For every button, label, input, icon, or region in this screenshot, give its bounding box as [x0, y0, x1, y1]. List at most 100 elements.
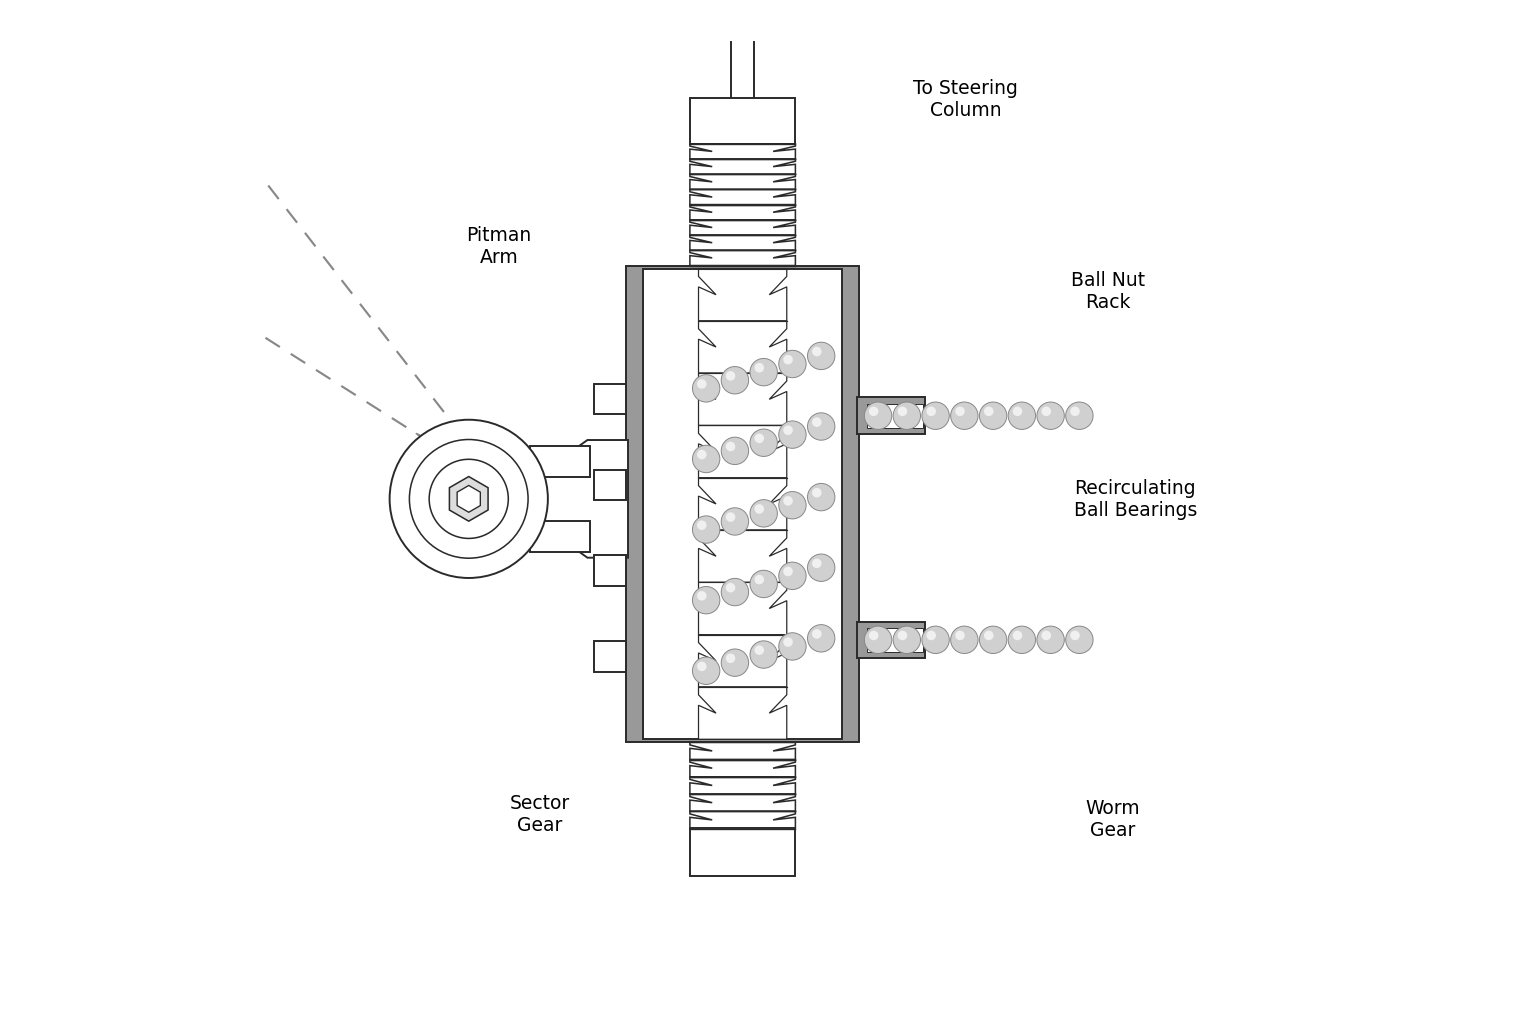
Bar: [690, 827, 796, 876]
Circle shape: [725, 513, 736, 523]
Circle shape: [897, 408, 908, 417]
Circle shape: [813, 559, 822, 569]
Circle shape: [754, 575, 763, 585]
Circle shape: [783, 638, 793, 647]
Circle shape: [722, 649, 748, 677]
Circle shape: [808, 554, 836, 582]
Polygon shape: [690, 811, 796, 828]
Circle shape: [697, 521, 707, 531]
Circle shape: [693, 446, 720, 473]
Circle shape: [1066, 627, 1094, 654]
Circle shape: [897, 631, 908, 641]
Circle shape: [722, 579, 748, 606]
Polygon shape: [699, 531, 786, 583]
Circle shape: [808, 484, 836, 512]
Bar: [593, 470, 627, 500]
Polygon shape: [699, 374, 786, 426]
Polygon shape: [699, 583, 786, 635]
Circle shape: [1008, 403, 1035, 430]
Polygon shape: [690, 760, 796, 777]
Circle shape: [750, 571, 777, 598]
Circle shape: [922, 627, 949, 654]
Circle shape: [808, 625, 836, 652]
Polygon shape: [458, 486, 481, 513]
Bar: [857, 622, 925, 658]
Polygon shape: [533, 440, 628, 558]
Circle shape: [750, 500, 777, 528]
Circle shape: [693, 375, 720, 403]
Circle shape: [1071, 408, 1080, 417]
Circle shape: [955, 408, 965, 417]
Circle shape: [892, 403, 920, 430]
Polygon shape: [699, 478, 786, 531]
Polygon shape: [690, 145, 796, 160]
Circle shape: [980, 403, 1006, 430]
Circle shape: [722, 508, 748, 536]
Circle shape: [722, 367, 748, 394]
Polygon shape: [690, 160, 796, 175]
Circle shape: [808, 414, 836, 441]
Bar: [644, 269, 842, 740]
Polygon shape: [690, 206, 796, 221]
Text: Recirculating
Ball Bearings: Recirculating Ball Bearings: [1074, 479, 1197, 520]
Circle shape: [779, 562, 806, 590]
Circle shape: [750, 430, 777, 457]
Circle shape: [813, 347, 822, 357]
Circle shape: [892, 627, 920, 654]
Circle shape: [808, 342, 836, 370]
Circle shape: [985, 631, 994, 641]
Circle shape: [750, 641, 777, 668]
Circle shape: [754, 434, 763, 443]
Circle shape: [1066, 403, 1094, 430]
Circle shape: [922, 403, 949, 430]
Circle shape: [985, 408, 994, 417]
Polygon shape: [450, 477, 488, 522]
Circle shape: [865, 403, 892, 430]
Circle shape: [813, 488, 822, 498]
Circle shape: [783, 568, 793, 577]
Circle shape: [926, 631, 935, 641]
Bar: [593, 642, 627, 673]
Circle shape: [722, 438, 748, 465]
Circle shape: [783, 496, 793, 506]
Circle shape: [1071, 631, 1080, 641]
Polygon shape: [699, 269, 786, 322]
Polygon shape: [690, 777, 796, 794]
Circle shape: [725, 654, 736, 663]
Circle shape: [697, 380, 707, 389]
Circle shape: [754, 504, 763, 515]
Bar: [530, 522, 590, 552]
Circle shape: [429, 460, 508, 539]
Circle shape: [697, 450, 707, 460]
Circle shape: [951, 403, 978, 430]
Polygon shape: [690, 221, 796, 235]
Circle shape: [1012, 631, 1023, 641]
Polygon shape: [690, 794, 796, 811]
Circle shape: [869, 408, 879, 417]
Circle shape: [869, 631, 879, 641]
Circle shape: [779, 492, 806, 520]
Circle shape: [779, 633, 806, 660]
Circle shape: [697, 591, 707, 601]
Circle shape: [783, 356, 793, 365]
Circle shape: [693, 587, 720, 614]
Bar: [857, 398, 925, 434]
Text: Pitman
Arm: Pitman Arm: [467, 225, 531, 267]
Text: Sector
Gear: Sector Gear: [510, 793, 570, 834]
Circle shape: [754, 364, 763, 373]
Circle shape: [779, 351, 806, 378]
Polygon shape: [699, 635, 786, 687]
Polygon shape: [699, 426, 786, 478]
Circle shape: [725, 583, 736, 593]
Circle shape: [390, 420, 548, 579]
Circle shape: [865, 627, 892, 654]
Circle shape: [725, 372, 736, 381]
Circle shape: [779, 422, 806, 449]
Text: To Steering
Column: To Steering Column: [914, 78, 1018, 119]
Circle shape: [750, 359, 777, 386]
Circle shape: [980, 627, 1006, 654]
Circle shape: [693, 657, 720, 685]
Bar: [627, 266, 859, 743]
Circle shape: [725, 442, 736, 451]
Circle shape: [693, 517, 720, 544]
